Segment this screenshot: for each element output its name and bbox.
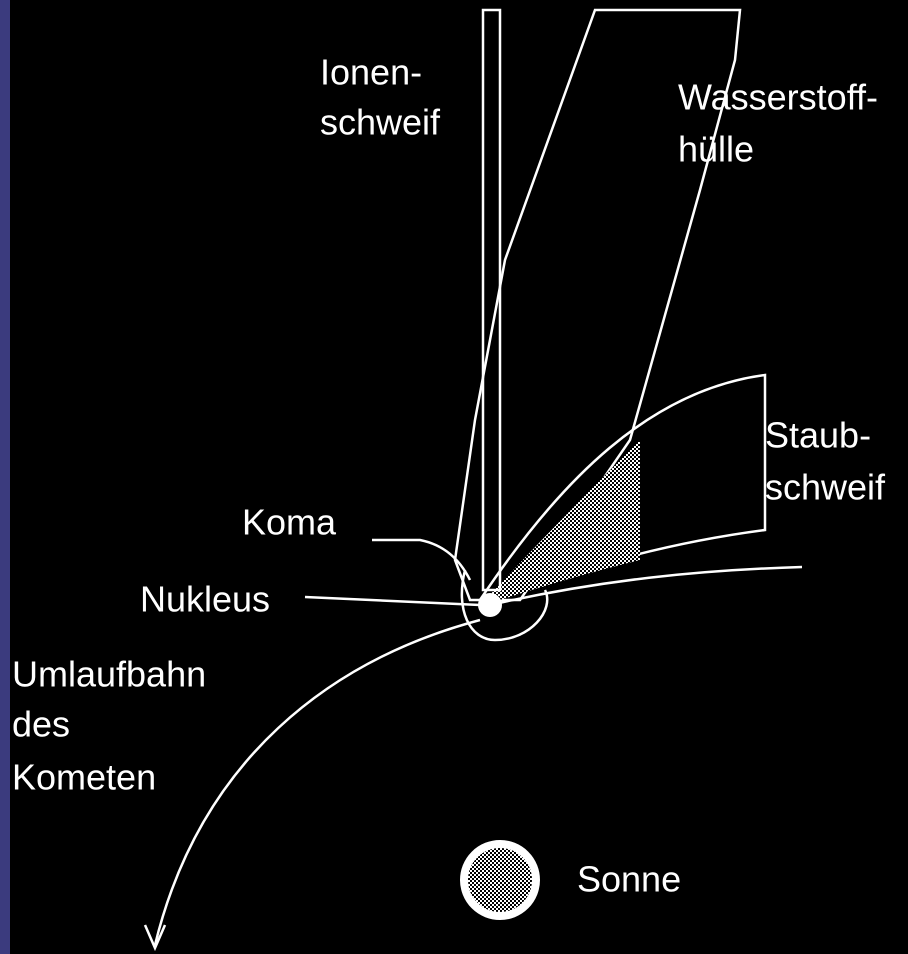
left-strip [0,0,10,954]
sun [464,844,536,916]
label: hülle [678,129,754,170]
label: des [12,704,70,745]
label: Staub- [765,415,871,456]
label: Kometen [12,757,156,798]
label: Wasserstoff- [678,77,878,118]
label: Umlaufbahn [12,654,206,695]
label: Nukleus [140,579,270,620]
label: schweif [320,102,441,143]
label: schweif [765,467,886,508]
label: Koma [242,502,337,543]
label: Sonne [577,859,681,900]
nucleus [478,593,502,617]
label: Ionen- [320,52,422,93]
comet-diagram: Ionen- schweif Wasserstoff- hülle Staub-… [0,0,908,954]
